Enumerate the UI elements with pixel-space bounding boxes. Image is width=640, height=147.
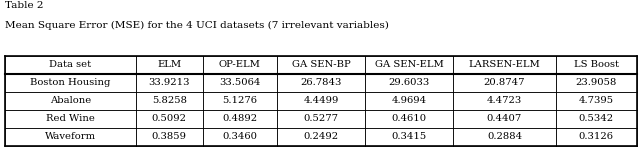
Text: 0.3126: 0.3126 — [579, 132, 614, 141]
Text: 23.9058: 23.9058 — [575, 78, 617, 87]
Text: 0.3859: 0.3859 — [152, 132, 187, 141]
Text: GA SEN-BP: GA SEN-BP — [292, 60, 350, 69]
Text: 0.4610: 0.4610 — [392, 114, 427, 123]
Text: 33.5064: 33.5064 — [219, 78, 260, 87]
Text: 0.2492: 0.2492 — [303, 132, 339, 141]
Text: OP-ELM: OP-ELM — [219, 60, 260, 69]
Text: LARSEN-ELM: LARSEN-ELM — [468, 60, 540, 69]
Text: 4.9694: 4.9694 — [392, 96, 427, 105]
Text: 4.4499: 4.4499 — [303, 96, 339, 105]
Text: 4.4723: 4.4723 — [487, 96, 522, 105]
Text: 5.1276: 5.1276 — [222, 96, 257, 105]
Text: 0.4407: 0.4407 — [487, 114, 522, 123]
Text: GA SEN-ELM: GA SEN-ELM — [375, 60, 444, 69]
Text: 0.4892: 0.4892 — [222, 114, 257, 123]
Text: LS Boost: LS Boost — [573, 60, 619, 69]
Text: ELM: ELM — [157, 60, 181, 69]
Text: 0.5277: 0.5277 — [303, 114, 339, 123]
Text: Boston Housing: Boston Housing — [30, 78, 111, 87]
Text: 33.9213: 33.9213 — [148, 78, 190, 87]
Text: 0.3415: 0.3415 — [392, 132, 427, 141]
Text: 26.7843: 26.7843 — [300, 78, 342, 87]
Text: 0.5092: 0.5092 — [152, 114, 187, 123]
Text: 4.7395: 4.7395 — [579, 96, 614, 105]
Text: Waveform: Waveform — [45, 132, 96, 141]
Text: Red Wine: Red Wine — [46, 114, 95, 123]
Text: 0.5342: 0.5342 — [579, 114, 614, 123]
Text: 0.2884: 0.2884 — [487, 132, 522, 141]
Text: Data set: Data set — [49, 60, 92, 69]
Text: Abalone: Abalone — [50, 96, 91, 105]
Text: 20.8747: 20.8747 — [484, 78, 525, 87]
Text: Table 2: Table 2 — [5, 1, 44, 10]
Text: Mean Square Error (MSE) for the 4 UCI datasets (7 irrelevant variables): Mean Square Error (MSE) for the 4 UCI da… — [5, 21, 389, 30]
Text: 0.3460: 0.3460 — [222, 132, 257, 141]
Text: 29.6033: 29.6033 — [388, 78, 430, 87]
Text: 5.8258: 5.8258 — [152, 96, 187, 105]
